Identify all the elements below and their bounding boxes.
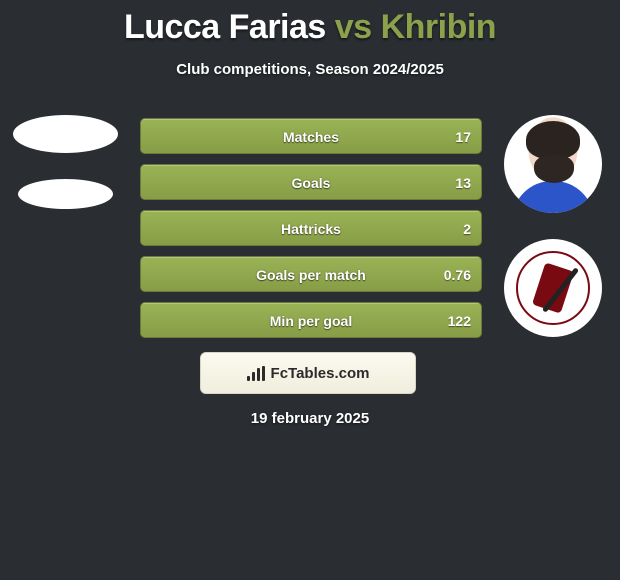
bar-value: 17	[455, 119, 471, 154]
footer-brand-box: FcTables.com	[200, 352, 416, 394]
bar-value: 122	[448, 303, 471, 338]
bar-hattricks: Hattricks 2	[140, 210, 482, 246]
bar-goals: Goals 13	[140, 164, 482, 200]
bar-value: 13	[455, 165, 471, 200]
bar-chart-icon	[247, 366, 265, 381]
subtitle: Club competitions, Season 2024/2025	[0, 61, 620, 78]
page-title: Lucca Farias vs Khribin	[0, 0, 620, 47]
title-vs: vs	[335, 8, 372, 46]
bar-matches: Matches 17	[140, 118, 482, 154]
footer-brand-text: FcTables.com	[271, 365, 370, 382]
bar-label: Goals	[141, 165, 481, 200]
player-placeholder-icon	[13, 115, 118, 153]
player-avatar-icon	[504, 115, 602, 213]
left-column	[10, 115, 120, 209]
bar-min-per-goal: Min per goal 122	[140, 302, 482, 338]
bar-value: 2	[463, 211, 471, 246]
date-text: 19 february 2025	[0, 410, 620, 427]
bar-value: 0.76	[444, 257, 471, 292]
bar-label: Goals per match	[141, 257, 481, 292]
bar-label: Min per goal	[141, 303, 481, 338]
club-badge-icon	[504, 239, 602, 337]
stats-bars: Matches 17 Goals 13 Hattricks 2 Goals pe…	[140, 118, 482, 348]
bar-label: Hattricks	[141, 211, 481, 246]
bar-label: Matches	[141, 119, 481, 154]
club-placeholder-icon	[18, 179, 113, 209]
title-player1: Lucca Farias	[124, 8, 326, 46]
right-column	[498, 115, 608, 337]
title-player2: Khribin	[381, 8, 496, 46]
bar-goals-per-match: Goals per match 0.76	[140, 256, 482, 292]
